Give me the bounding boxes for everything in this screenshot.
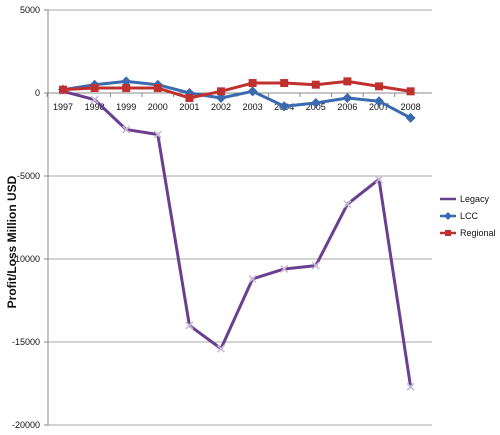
legend-label-regional: Regional [460, 228, 496, 238]
legacy-line [61, 89, 413, 389]
y-tick-label: 0 [35, 88, 40, 98]
legacy-point [406, 382, 415, 391]
x-tick-label: 2003 [243, 102, 263, 112]
y-axis-title: Profit/Loss Million USD [5, 175, 19, 308]
legend: Legacy LCC Regional [440, 194, 496, 238]
legacy-point [280, 264, 289, 274]
lcc-point [342, 92, 353, 103]
legend-item-legacy: Legacy [440, 194, 490, 204]
x-tick-label: 2001 [179, 102, 199, 112]
legacy-point [153, 130, 162, 139]
regional-point [248, 79, 257, 88]
y-axis-ticks: 5000 0 -5000 -10000 -15000 -20000 [12, 5, 40, 430]
series-legacy [58, 87, 415, 391]
regional-point [217, 87, 225, 96]
legend-marker-regional [445, 230, 451, 236]
lcc-line [61, 79, 413, 120]
gridlines [44, 9, 432, 426]
y-tick-label: -10000 [12, 254, 40, 264]
legacy-point [343, 200, 352, 209]
legacy-point [122, 125, 131, 134]
legend-item-lcc: LCC [440, 211, 479, 221]
regional-point [122, 84, 131, 93]
lcc-point [374, 96, 384, 107]
series-regional [59, 77, 415, 102]
x-tick-label: 2002 [211, 102, 231, 112]
legacy-point [185, 321, 194, 330]
x-tick-label: 1997 [53, 102, 73, 112]
legacy-point [248, 274, 257, 283]
regional-point [153, 84, 162, 93]
regional-point [59, 85, 67, 94]
lcc-point [310, 97, 321, 108]
legacy-point [90, 95, 99, 104]
series-lines [58, 76, 416, 391]
regional-point [280, 79, 289, 88]
y-tick-label: -15000 [12, 337, 40, 347]
regional-line [61, 79, 413, 100]
regional-point [90, 84, 99, 93]
regional-point [343, 77, 352, 86]
lcc-point [216, 92, 226, 103]
x-tick-label: 2008 [401, 102, 421, 112]
legend-item-regional: Regional [440, 228, 496, 238]
x-tick-label: 2006 [337, 102, 357, 112]
legend-label-lcc: LCC [460, 211, 479, 221]
legacy-point [216, 344, 226, 353]
lcc-point [247, 86, 258, 97]
x-tick-label: 1999 [116, 102, 136, 112]
lcc-point [279, 101, 290, 112]
legacy-point [311, 261, 320, 270]
x-tick-label: 1998 [85, 102, 105, 112]
legend-label-legacy: Legacy [460, 194, 490, 204]
lcc-point [405, 112, 416, 123]
y-tick-label: -20000 [12, 420, 40, 430]
regional-point [406, 87, 415, 96]
regional-point [185, 93, 194, 102]
lcc-point [121, 76, 132, 87]
x-tick-label: 2007 [369, 102, 389, 112]
x-tick-label: 2000 [148, 102, 168, 112]
y-tick-label: -5000 [17, 171, 40, 181]
regional-point [311, 80, 320, 89]
legend-marker-lcc [444, 212, 452, 220]
y-tick-label: 5000 [20, 5, 40, 15]
legacy-point [374, 175, 384, 184]
regional-point [375, 82, 383, 91]
